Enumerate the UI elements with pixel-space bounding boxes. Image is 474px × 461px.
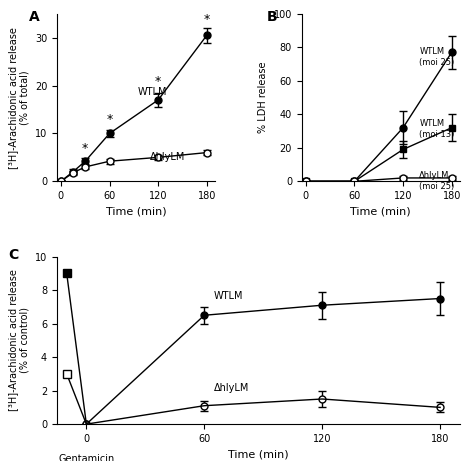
Text: *: * [204,13,210,26]
Y-axis label: % LDH release: % LDH release [258,62,268,133]
Y-axis label: [³H]-Arachidonic acid release
(% of total): [³H]-Arachidonic acid release (% of tota… [8,27,29,169]
Text: WTLM
(moi 25): WTLM (moi 25) [419,47,455,67]
Text: *: * [155,75,161,88]
Text: *: * [107,113,113,126]
Text: WTLM
(moi 13): WTLM (moi 13) [419,119,455,139]
Text: B: B [267,11,278,24]
Text: ΔhlyLM
(moi 25): ΔhlyLM (moi 25) [419,171,455,191]
Text: ΔhlyLM: ΔhlyLM [214,383,249,393]
X-axis label: Time (min): Time (min) [350,207,411,217]
X-axis label: Time (min): Time (min) [228,449,289,460]
Text: A: A [28,11,39,24]
Text: Gentamicin: Gentamicin [58,454,115,461]
Y-axis label: [³H]-Arachidonic acid release
(% of control): [³H]-Arachidonic acid release (% of cont… [8,269,29,411]
Text: C: C [9,248,19,262]
X-axis label: Time (min): Time (min) [106,207,166,217]
Text: ΔhlyLM: ΔhlyLM [150,152,185,162]
Text: WTLM: WTLM [138,87,167,97]
Text: *: * [82,142,88,155]
Text: WTLM: WTLM [214,290,244,301]
